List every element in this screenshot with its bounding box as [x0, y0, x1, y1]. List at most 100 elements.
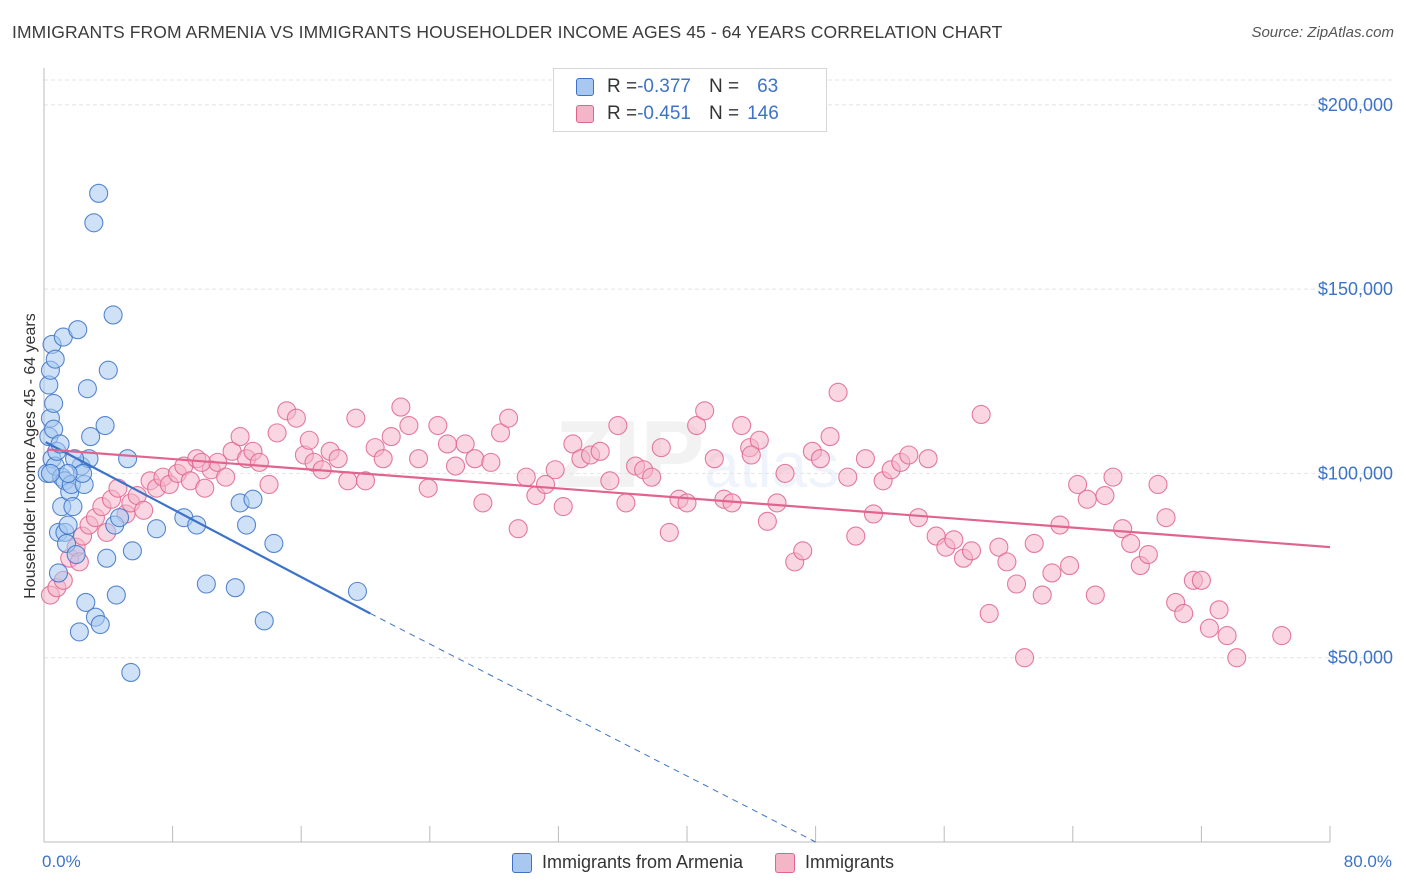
- data-point: [481, 452, 501, 472]
- data-point: [195, 478, 215, 498]
- data-point: [608, 415, 628, 436]
- data-point: [1148, 474, 1168, 495]
- data-point: [108, 478, 128, 498]
- data-point: [455, 434, 475, 454]
- data-point: [243, 489, 263, 509]
- data-point: [732, 415, 752, 436]
- data-point: [508, 519, 528, 539]
- data-point: [122, 541, 142, 561]
- data-point: [106, 585, 126, 605]
- data-point: [1217, 626, 1237, 646]
- data-point: [979, 603, 999, 624]
- data-point: [58, 463, 78, 483]
- data-point: [1024, 533, 1044, 554]
- data-point: [810, 449, 830, 469]
- y-tick-label: $150,000: [1318, 279, 1393, 299]
- data-point: [347, 581, 368, 601]
- data-point: [299, 430, 319, 450]
- data-point: [899, 445, 919, 465]
- data-point: [535, 474, 556, 495]
- data-point: [590, 441, 610, 461]
- data-point: [516, 467, 536, 487]
- data-point: [98, 360, 118, 380]
- series-legend-armenia: Immigrants from Armenia: [511, 852, 744, 873]
- data-point: [1138, 544, 1158, 565]
- data-point: [84, 213, 104, 233]
- data-point: [68, 320, 88, 340]
- data-point: [1042, 563, 1062, 583]
- y-tick-labels: $50,000 $100,000 $150,000 $200,000: [1318, 95, 1393, 668]
- data-point: [267, 423, 287, 443]
- data-point: [90, 614, 110, 635]
- series-label-immigrants: Immigrants: [805, 852, 895, 872]
- series-legend-immigrants: Immigrants: [775, 852, 894, 873]
- data-point: [659, 522, 679, 542]
- legend-n-label: N =: [708, 103, 740, 124]
- data-point: [687, 415, 707, 436]
- data-point: [1085, 585, 1105, 605]
- data-point: [76, 592, 96, 612]
- data-point: [118, 449, 138, 469]
- data-point: [121, 662, 141, 683]
- data-point: [1103, 467, 1123, 487]
- legend-r-value: -0.451: [637, 103, 691, 124]
- data-point: [146, 519, 167, 539]
- data-point: [230, 427, 250, 447]
- data-point: [651, 438, 671, 458]
- data-point: [1060, 556, 1080, 576]
- data-point: [545, 460, 565, 480]
- x-tick-max: 80.0%: [1343, 852, 1392, 871]
- data-point: [66, 544, 86, 565]
- y-tick-label: $200,000: [1318, 95, 1393, 115]
- data-point: [45, 349, 65, 369]
- data-point: [1077, 489, 1097, 509]
- data-point: [642, 467, 662, 487]
- trend-lines: [45, 441, 1331, 843]
- data-point: [216, 467, 236, 487]
- legend-r-label: R =: [607, 76, 638, 97]
- data-point: [1209, 600, 1229, 620]
- y-tick-label: $50,000: [1328, 648, 1393, 668]
- data-point: [89, 183, 109, 203]
- source-label: Source: ZipAtlas.com: [1251, 24, 1394, 41]
- legend-r-label: R =: [607, 103, 638, 124]
- legend-n-value: 63: [757, 76, 779, 97]
- data-point: [846, 526, 866, 546]
- data-point: [225, 578, 245, 598]
- data-point: [264, 533, 284, 554]
- data-point: [1272, 626, 1292, 646]
- data-point: [58, 515, 78, 535]
- x-tick-min: 0.0%: [42, 852, 81, 871]
- data-point: [473, 493, 493, 513]
- data-point: [908, 508, 929, 528]
- series-label-armenia: Immigrants from Armenia: [541, 852, 744, 872]
- data-point: [1227, 648, 1247, 668]
- data-point: [44, 393, 64, 413]
- data-point: [418, 478, 438, 498]
- data-point: [81, 427, 101, 447]
- data-point: [249, 452, 269, 472]
- data-point: [855, 449, 875, 469]
- legend-swatch-pink: [576, 105, 594, 123]
- legend-row-armenia: R = -0.377 N = 63: [576, 75, 778, 99]
- data-point: [63, 497, 83, 517]
- data-point: [767, 493, 787, 513]
- data-point: [704, 449, 724, 469]
- data-point: [1006, 574, 1027, 594]
- data-point: [408, 449, 429, 469]
- data-point: [254, 611, 274, 631]
- data-point: [828, 382, 848, 402]
- data-point: [328, 449, 348, 469]
- legend-r-value: -0.377: [637, 76, 691, 97]
- data-point: [490, 423, 511, 443]
- legend-swatch-blue: [576, 78, 594, 96]
- data-point: [741, 445, 761, 465]
- data-point: [793, 541, 813, 561]
- data-point: [373, 449, 393, 469]
- data-point: [381, 427, 401, 447]
- data-point: [77, 379, 97, 399]
- legend-row-immigrants: R = -0.451 N = 146: [576, 102, 779, 126]
- data-point: [1015, 648, 1035, 668]
- stats-legend: R = -0.377 N = 63 R = -0.451 N = 146: [553, 68, 827, 132]
